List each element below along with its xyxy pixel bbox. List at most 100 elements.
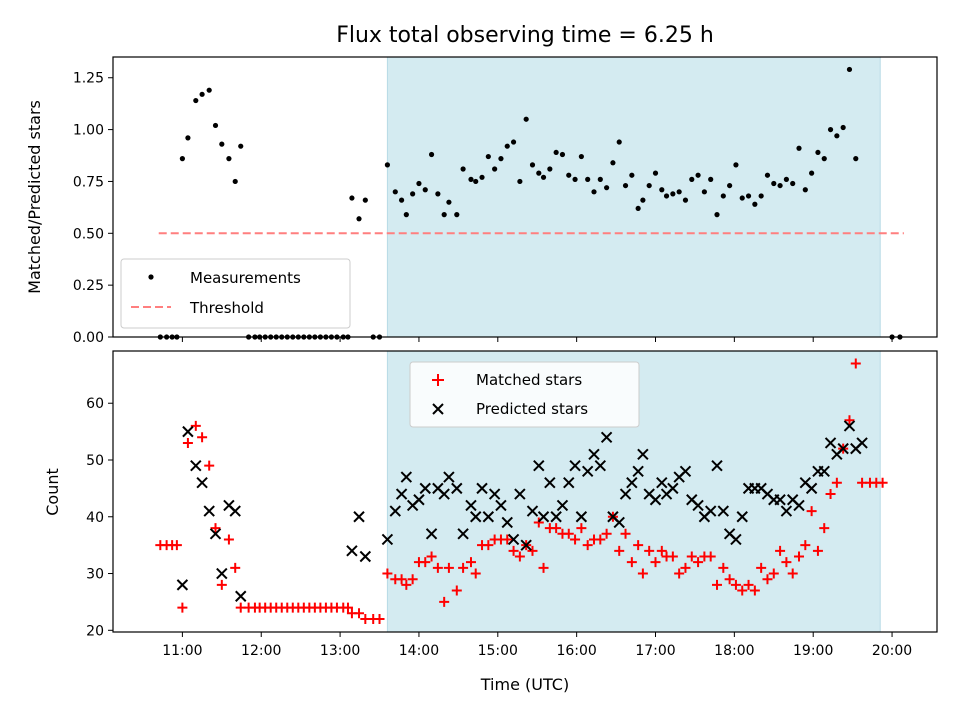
measurement-point [553,149,559,156]
matched-stars-point [730,579,741,590]
top-axes-frame [112,56,938,338]
measurement-point [219,141,225,147]
predicted-stars-point [736,511,748,523]
measurement-point [479,174,485,180]
matched-stars-point [680,562,691,573]
predicted-stars-point [656,476,668,489]
matched-stars-point [407,574,418,585]
matched-stars-point [538,562,549,573]
y-tick-label-top: 1.00 [73,123,104,139]
x-tick-label: 14:00 [399,643,439,659]
measurement-point [547,166,553,172]
matched-stars-point [502,534,513,545]
measurement-point [398,197,405,203]
x-tick-label: 18:00 [714,643,754,659]
measurement-point [179,156,185,162]
measurement-point [827,126,834,133]
bottom-y-axis-label: Count [43,468,62,516]
matched-stars-point [650,557,661,568]
predicted-stars-point [353,511,365,523]
bottom-axes-frame [112,350,938,633]
predicted-stars-point [425,528,438,540]
measurement-point [585,176,591,182]
predicted-stars-point [229,505,241,517]
matched-stars-point [737,585,748,596]
matched-stars-point [595,534,606,545]
measurement-point [682,197,689,203]
predicted-stars-point [556,499,569,512]
matched-stars-point [171,540,182,551]
measurement-point [422,187,428,193]
measurement-point [652,170,659,176]
measurement-point [689,176,695,182]
measurement-point [733,162,739,168]
measurement-point [695,172,701,178]
matched-stars-point [787,568,798,579]
predicted-stars-point [451,482,463,495]
predicted-stars-point [626,476,638,489]
predicted-stars-point [419,482,431,495]
matched-stars-point [470,568,481,579]
matched-stars-point [342,602,353,613]
matched-stars-point [382,568,393,579]
legend-matched-label: Matched stars [476,371,582,389]
matched-stars-point [570,534,581,545]
chart-title: Flux total observing time = 6.25 h [336,23,714,48]
matched-stars-point [877,477,888,488]
measurement-point [416,180,422,187]
measurement-point [714,212,720,218]
measurement-point [540,174,547,180]
predicted-stars-point [774,494,786,506]
measurement-point [473,178,479,185]
y-tick-label-bottom: 40 [86,510,104,526]
measurement-point [485,153,491,160]
measurement-point [384,162,391,168]
y-tick-label-bottom: 60 [86,396,104,412]
top-legend-box [120,258,351,329]
bottom-legend: Matched stars Predicted stars [409,361,640,428]
measurement-point [796,145,802,151]
predicted-stars-point [711,459,723,472]
y-tick-label-bottom: 30 [86,567,104,583]
matched-stars-point [426,551,437,562]
matched-stars-point [775,545,786,556]
predicted-stars-point [632,465,644,478]
predicted-stars-point [667,482,679,495]
matched-stars-point [620,528,631,539]
predicted-stars-point [203,505,215,517]
predicted-stars-point [216,567,228,580]
predicted-stars-point [730,533,742,546]
measurement-point [212,122,219,129]
matched-stars-point [451,585,462,596]
matched-stars-point [396,574,407,585]
measurement-point [701,189,707,195]
predicted-stars-point [649,494,662,506]
predicted-stars-point [588,448,600,461]
measurement-point [349,195,355,201]
matched-stars-point [850,358,861,369]
measurement-point [428,151,435,158]
bottom-axis-ticks: 11:00 12:00 13:00 14:00 15:00 16:00 17:00 18:00… [86,396,912,659]
matched-stars-point [800,540,811,551]
predicted-stars-point [413,494,425,506]
measurement-point [676,189,682,195]
predicted-stars-point [488,488,501,500]
matched-stars-point [514,551,525,562]
matched-stars-point [230,562,241,573]
measurement-point [454,212,460,218]
measurement-point [635,205,641,212]
measurement-point [727,182,733,189]
measurement-point [498,156,504,162]
matched-stars-point [718,562,729,573]
measurement-point [834,133,840,139]
matched-stars-point [576,523,587,534]
measurement-point [739,195,745,201]
predicted-stars-point [533,459,545,472]
matched-stars-point [633,540,644,551]
matched-stars-point [190,420,201,431]
predicted-stars-point [581,465,594,478]
matched-stars-point [614,545,625,556]
measurement-point [356,216,362,222]
measurement-point [435,191,441,197]
legend-measurements-marker [148,274,154,280]
